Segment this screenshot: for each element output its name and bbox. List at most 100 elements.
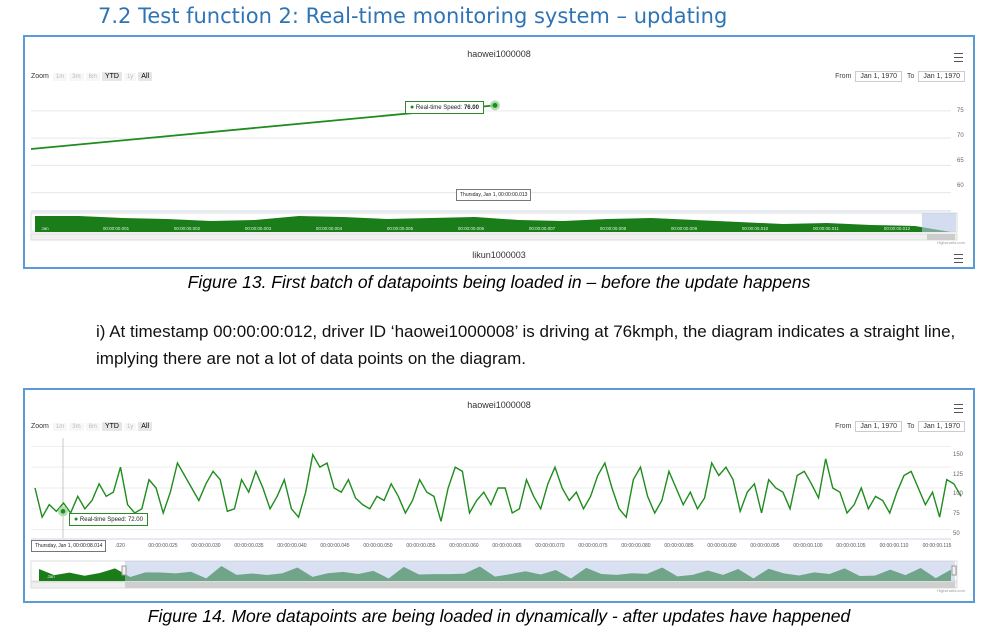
speed-tooltip: ● Real-time Speed: 76.00	[405, 101, 484, 114]
y-tick-label: 60	[957, 183, 964, 189]
highcharts-credits[interactable]: Highcharts.com	[937, 240, 965, 245]
x-tick-label: 00:00:00.080	[621, 543, 650, 549]
tooltip-value: 76.00	[463, 105, 479, 111]
y-tick-label: 70	[957, 133, 964, 139]
date-range: From Jan 1, 1970 To Jan 1, 1970	[835, 71, 965, 82]
zoom-3m-button[interactable]: 3m	[69, 72, 84, 81]
series-dot-icon: ●	[410, 104, 415, 111]
x-tick-label: 00:00:00.065	[492, 543, 521, 549]
series-line	[34, 452, 962, 522]
series-dot-icon: ●	[74, 516, 79, 523]
chart-menu-icon[interactable]	[954, 53, 963, 62]
zoom-1m-button[interactable]: 1m	[52, 72, 68, 81]
chart-title: haowei1000008	[467, 49, 531, 59]
navigator-label: 00:00:00.012	[884, 226, 911, 231]
zoom-ytd-button[interactable]: YTD	[101, 72, 122, 81]
navigator-label: 00:00:00.001	[103, 226, 130, 231]
x-tick-label: 00:00:00.045	[320, 543, 349, 549]
next-chart-title: likun1000003	[472, 250, 526, 260]
to-label: To	[907, 73, 915, 80]
chart-title: haowei1000008	[467, 400, 531, 410]
navigator-label: 00:00:00.009	[671, 226, 698, 231]
highcharts-credits[interactable]: Highcharts.com	[937, 588, 965, 593]
x-tick-label: 00:00:00.095	[750, 543, 779, 549]
y-tick-label: 150	[953, 452, 964, 458]
figure-13-chart: haowei1000008 Zoom 1m 3m 6m YTD 1y All F…	[23, 35, 975, 269]
zoom-1m-button[interactable]: 1m	[52, 422, 68, 431]
navigator-handle-left	[121, 565, 127, 576]
x-tick-label: 00:00:00.100	[793, 543, 822, 549]
next-chart-menu-icon[interactable]	[954, 254, 963, 263]
x-tick-label: 00:00:00.060	[449, 543, 478, 549]
to-date-input[interactable]: Jan 1, 1970	[918, 421, 965, 432]
y-tick-label: 50	[953, 531, 960, 537]
navigator-handle-right	[951, 565, 957, 576]
from-label: From	[835, 73, 852, 80]
scrollbar-thumb	[927, 234, 955, 240]
figure-14-chart: haowei1000008 Zoom 1m 3m 6m YTD 1y All F…	[23, 388, 975, 603]
navigator-mask	[922, 213, 956, 232]
x-tick-label: .020	[115, 543, 125, 549]
figure-13-caption: Figure 13. First batch of datapoints bei…	[187, 272, 811, 292]
scrollbar-thumb	[125, 582, 955, 588]
navigator-label: 00:00:00.003	[245, 226, 272, 231]
zoom-6m-button[interactable]: 6m	[85, 422, 100, 431]
navigator-label: Jan	[47, 574, 55, 579]
navigator-label: 00:00:00.005	[387, 226, 414, 231]
navigator-label: 00:00:00.004	[316, 226, 343, 231]
x-tick-label: 00:00:00.115	[923, 543, 952, 549]
tooltip-value: 72.00	[127, 517, 143, 523]
date-range: From Jan 1, 1970 To Jan 1, 1970	[835, 421, 965, 432]
paragraph-text: i) At timestamp 00:00:00:012, driver ID …	[96, 322, 956, 368]
section-heading: 7.2 Test function 2: Real-time monitorin…	[98, 4, 728, 28]
from-label: From	[835, 423, 852, 430]
from-date-input[interactable]: Jan 1, 1970	[855, 421, 902, 432]
zoom-6m-button[interactable]: 6m	[85, 72, 100, 81]
zoom-label: Zoom	[31, 423, 49, 430]
y-tick-label: 75	[953, 511, 960, 517]
zoom-selector: Zoom 1m 3m 6m YTD 1y All	[31, 422, 154, 431]
data-point	[60, 509, 66, 514]
zoom-all-button[interactable]: All	[138, 72, 153, 81]
zoom-all-button[interactable]: All	[138, 422, 153, 431]
x-tick-label: 00:00:00.050	[363, 543, 392, 549]
x-tick-label: 00:00:00.070	[535, 543, 564, 549]
x-tick-label: 00:00:00.075	[578, 543, 607, 549]
to-label: To	[907, 423, 915, 430]
crosshair-time-label: Thursday, Jan 1, 00:00:08.014	[31, 540, 107, 552]
navigator-label: Jan	[41, 226, 49, 231]
chart-2-plot: .020 00:00:00.025 00:00:00.030 00:00:00.035…	[30, 438, 962, 589]
y-tick-label: 75	[957, 108, 964, 114]
tooltip-label: Real-time Speed:	[79, 517, 127, 523]
navigator-label: 00:00:00.006	[458, 226, 485, 231]
figure-14-caption: Figure 14. More datapoints are being loa…	[147, 606, 851, 626]
y-tick-label: 125	[953, 472, 964, 478]
tooltip-label: Real-time Speed:	[415, 105, 463, 111]
to-date-input[interactable]: Jan 1, 1970	[918, 71, 965, 82]
data-point	[492, 102, 498, 108]
zoom-1y-button[interactable]: 1y	[123, 422, 137, 431]
zoom-1y-button[interactable]: 1y	[123, 72, 137, 81]
zoom-ytd-button[interactable]: YTD	[101, 422, 122, 431]
zoom-selector: Zoom 1m 3m 6m YTD 1y All	[31, 72, 154, 81]
x-tick-label: 00:00:00.110	[880, 543, 909, 549]
navigator-scrollbar	[30, 233, 958, 241]
x-tick-label: 00:00:00.055	[406, 543, 435, 549]
crosshair-time-label: Thursday, Jan 1, 00:00:00.013	[456, 189, 532, 201]
x-tick-label: 00:00:00.085	[664, 543, 693, 549]
navigator-label: 00:00:00.010	[742, 226, 769, 231]
navigator-label: 00:00:00.008	[600, 226, 627, 231]
navigator-mask	[125, 561, 955, 581]
chart-menu-icon[interactable]	[954, 404, 963, 413]
from-date-input[interactable]: Jan 1, 1970	[855, 71, 902, 82]
x-tick-label: 00:00:00.025	[148, 543, 177, 549]
navigator-label: 00:00:00.011	[813, 226, 839, 231]
y-tick-label: 100	[953, 491, 964, 497]
x-tick-label: 00:00:00.030	[191, 543, 220, 549]
chart-1-plot: Jan 00:00:00.001 00:00:00.002 00:00:00.003 0…	[30, 100, 958, 241]
zoom-3m-button[interactable]: 3m	[69, 422, 84, 431]
x-tick-label: 00:00:00.035	[234, 543, 263, 549]
navigator-area	[35, 216, 951, 232]
speed-tooltip: ● Real-time Speed: 72.00	[69, 513, 148, 526]
x-tick-label: 00:00:00.105	[836, 543, 865, 549]
